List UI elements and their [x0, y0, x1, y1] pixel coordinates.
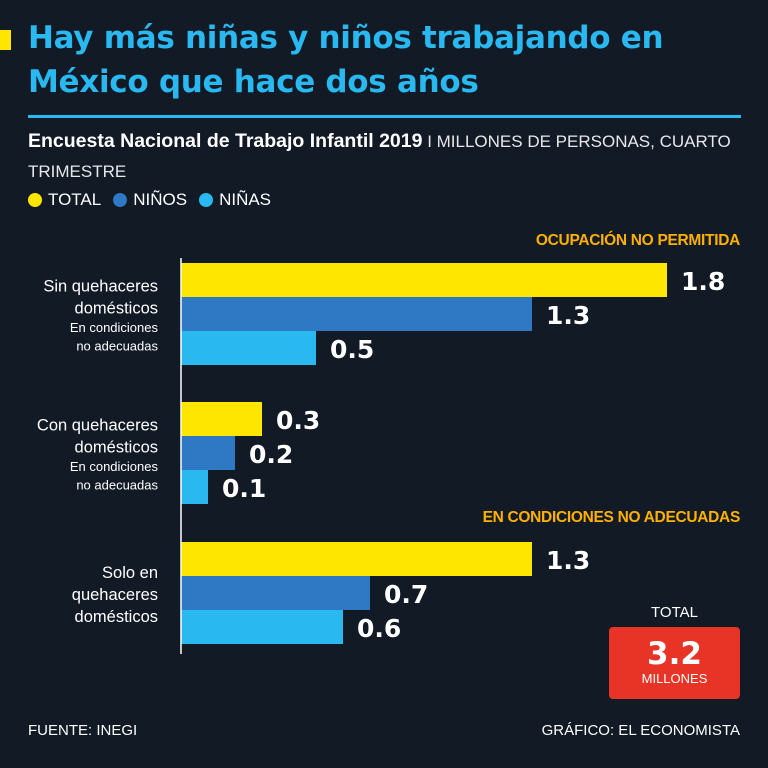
total-label: TOTAL — [651, 604, 698, 621]
total-value: 3.2 — [647, 636, 702, 672]
value-label-g2-niñas: 0.1 — [222, 474, 266, 503]
value-label-g2-niños: 0.2 — [249, 440, 293, 469]
bar-g3-niños — [181, 576, 370, 610]
category-label-g1-line2: domésticos — [75, 300, 158, 318]
legend-label-ninas: NIÑAS — [219, 190, 272, 209]
value-label-g1-total: 1.8 — [681, 267, 725, 296]
bar-g3-total — [181, 542, 532, 576]
category-label-g2-line4: no adecuadas — [76, 478, 158, 493]
category-label-g2-line3: En condiciones — [70, 459, 159, 474]
value-label-g1-niñas: 0.5 — [330, 335, 374, 364]
legend-dot-ninos — [113, 193, 128, 207]
category-label-g3-line3: domésticos — [75, 608, 158, 626]
category-label-g3-line2: quehaceres — [72, 586, 158, 604]
footer-source: FUENTE: INEGI — [28, 722, 138, 739]
legend-item-ninas: NIÑAS — [199, 190, 271, 210]
legend-item-ninos: NIÑOS — [113, 190, 187, 210]
category-label-g1-line3: En condiciones — [70, 320, 159, 335]
category-label-g2-line2: domésticos — [75, 439, 158, 457]
value-label-g1-niños: 1.3 — [546, 301, 590, 330]
bar-g1-total — [181, 263, 667, 297]
legend: TOTAL NIÑOS NIÑAS — [28, 187, 283, 213]
subtitle-units: I MILLONES DE PERSONAS, CUARTO TRIMESTRE — [28, 132, 731, 181]
legend-label-ninos: NIÑOS — [133, 190, 188, 209]
title-accent-mark — [0, 30, 11, 50]
bar-g2-total — [181, 402, 262, 436]
bar-g2-niñas — [181, 470, 208, 504]
chart-title: Hay más niñas y niños trabajando en Méxi… — [28, 20, 664, 100]
value-label-g3-total: 1.3 — [546, 546, 590, 575]
value-label-g3-niñas: 0.6 — [357, 614, 401, 643]
legend-item-total: TOTAL — [28, 190, 101, 210]
value-label-g2-total: 0.3 — [276, 406, 320, 435]
bar-g3-niñas — [181, 610, 343, 644]
bar-g2-niños — [181, 436, 235, 470]
legend-dot-ninas — [199, 193, 214, 207]
category-label-g1-line4: no adecuadas — [76, 339, 158, 354]
title-divider — [28, 115, 741, 118]
chart-subtitle: Encuesta Nacional de Trabajo Infantil 20… — [28, 126, 743, 187]
footer-credit: GRÁFICO: EL ECONOMISTA — [541, 722, 740, 739]
bar-g1-niños — [181, 297, 532, 331]
legend-label-total: TOTAL — [48, 190, 102, 209]
bar-g1-niñas — [181, 331, 316, 365]
subtitle-survey-name: Encuesta Nacional de Trabajo Infantil 20… — [28, 130, 423, 152]
section-label-ocupacion: OCUPACIÓN NO PERMITIDA — [535, 232, 740, 249]
legend-dot-total — [28, 193, 42, 207]
category-label-g3-line1: Solo en — [102, 564, 158, 582]
value-label-g3-niños: 0.7 — [384, 580, 428, 609]
total-badge: 3.2 MILLONES — [609, 627, 740, 699]
category-label-g2-line1: Con quehaceres — [37, 417, 158, 435]
category-label-g1-line1: Sin quehaceres — [43, 278, 158, 296]
total-unit: MILLONES — [641, 671, 708, 686]
section-label-condiciones: EN CONDICIONES NO ADECUADAS — [482, 509, 741, 526]
